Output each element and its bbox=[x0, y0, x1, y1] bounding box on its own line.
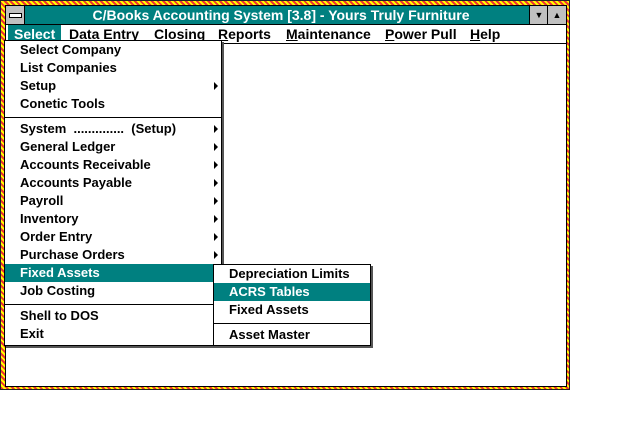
submenu-item-fixed-assets[interactable]: Fixed Assets bbox=[229, 302, 309, 317]
menu-reports[interactable]: Reports bbox=[218, 26, 271, 42]
menu-item-list-companies[interactable]: List Companies bbox=[20, 60, 117, 75]
menu-item-system[interactable]: System .............. (Setup) bbox=[5, 120, 221, 138]
menu-item-job-costing[interactable]: Job Costing bbox=[20, 283, 96, 298]
menu-item-payroll[interactable]: Payroll bbox=[5, 192, 221, 210]
menu-item-exit[interactable]: Exit bbox=[20, 326, 44, 341]
menu-item-order-entry[interactable]: Order Entry bbox=[5, 228, 221, 246]
menu-maintenance[interactable]: Maintenance bbox=[286, 26, 371, 42]
menu-item-accounts-payable[interactable]: Accounts Payable bbox=[5, 174, 221, 192]
fixed-assets-submenu: Depreciation Limits ACRS Tables Fixed As… bbox=[213, 264, 371, 346]
submenu-arrow-icon bbox=[214, 251, 218, 259]
submenu-arrow-icon bbox=[214, 125, 218, 133]
menu-help[interactable]: Help bbox=[470, 26, 501, 42]
submenu-arrow-icon bbox=[214, 179, 218, 187]
menu-separator bbox=[5, 117, 221, 118]
submenu-arrow-icon bbox=[214, 197, 218, 205]
submenu-arrow-icon bbox=[214, 233, 218, 241]
submenu-arrow-icon bbox=[214, 215, 218, 223]
submenu-item-asset-master[interactable]: Asset Master bbox=[229, 327, 310, 342]
menu-select[interactable]: Select bbox=[8, 25, 62, 43]
submenu-item-acrs-tables[interactable]: ACRS Tables bbox=[214, 283, 370, 301]
system-menu-button[interactable] bbox=[6, 6, 25, 24]
menu-item-setup[interactable]: Setup bbox=[5, 77, 221, 95]
maximize-button[interactable]: ▲ bbox=[547, 6, 566, 24]
submenu-arrow-icon bbox=[214, 143, 218, 151]
window-title: C/Books Accounting System [3.8] - Yours … bbox=[92, 7, 470, 23]
menu-item-purchase-orders[interactable]: Purchase Orders bbox=[5, 246, 221, 264]
menu-item-inventory[interactable]: Inventory bbox=[5, 210, 221, 228]
title-bar[interactable]: C/Books Accounting System [3.8] - Yours … bbox=[6, 6, 566, 25]
menu-separator bbox=[5, 304, 221, 305]
menu-item-conetic-tools[interactable]: Conetic Tools bbox=[20, 96, 105, 111]
menu-item-shell-to-dos[interactable]: Shell to DOS bbox=[20, 308, 99, 323]
menu-closing[interactable]: Closing bbox=[154, 26, 206, 42]
menu-separator bbox=[214, 323, 370, 324]
minimize-button[interactable]: ▼ bbox=[529, 6, 548, 24]
menu-data-entry[interactable]: Data Entry bbox=[69, 26, 140, 42]
submenu-item-depreciation-limits[interactable]: Depreciation Limits bbox=[229, 266, 350, 281]
submenu-arrow-icon bbox=[214, 161, 218, 169]
menu-power-pull[interactable]: Power Pull bbox=[385, 26, 457, 42]
menu-item-select-company[interactable]: Select Company bbox=[20, 42, 122, 57]
menu-item-fixed-assets[interactable]: Fixed Assets bbox=[5, 264, 221, 282]
menu-bar: Select Data Entry Closing Reports Mainte… bbox=[6, 25, 566, 44]
select-dropdown: Select Company List Companies Setup Cone… bbox=[4, 40, 222, 346]
menu-item-accounts-receivable[interactable]: Accounts Receivable bbox=[5, 156, 221, 174]
submenu-arrow-icon bbox=[214, 82, 218, 90]
menu-item-general-ledger[interactable]: General Ledger bbox=[5, 138, 221, 156]
